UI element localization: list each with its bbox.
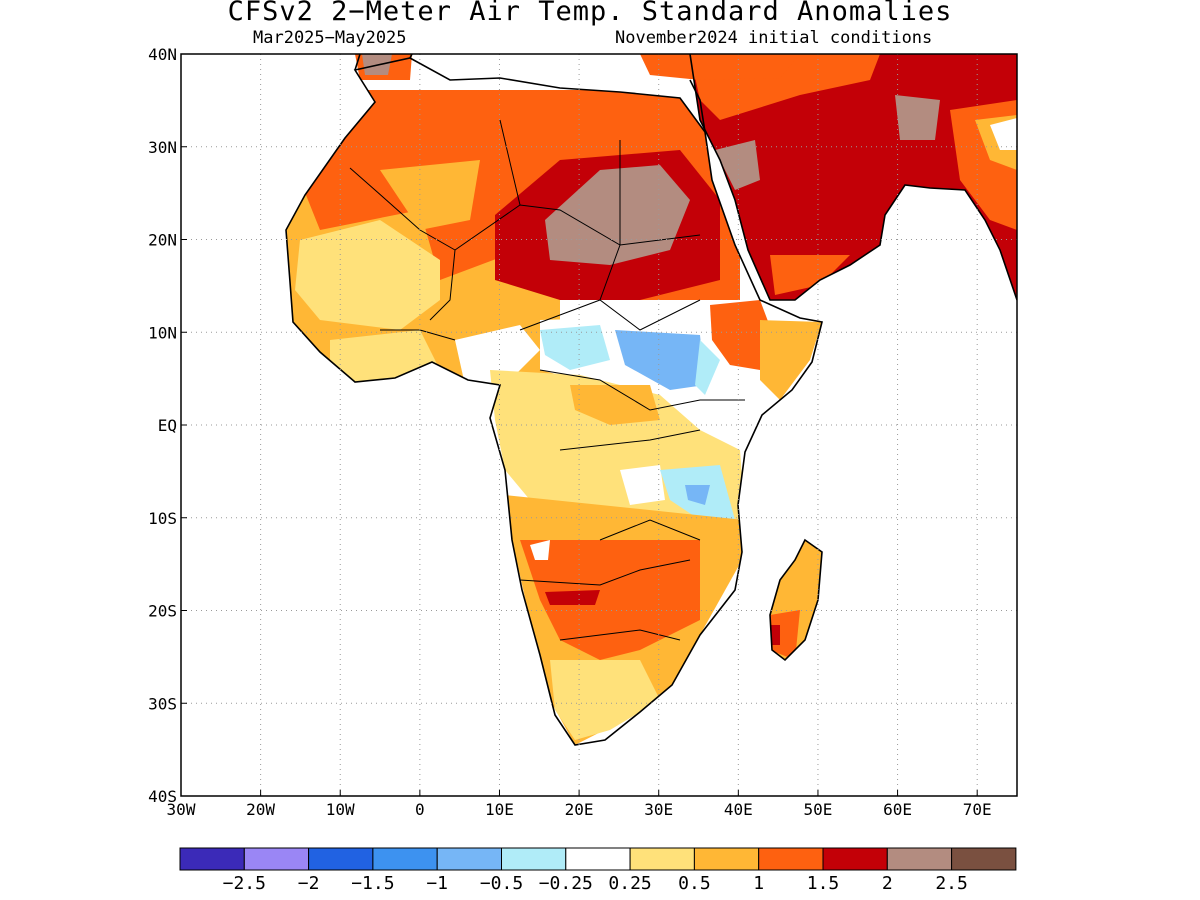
initial-conditions: November2024 initial conditions (615, 28, 933, 48)
lon-tick-label: 30W (167, 800, 196, 819)
lon-tick-label: 10W (326, 800, 355, 819)
colorbar-swatch (501, 847, 567, 871)
lon-tick-label: 0 (415, 800, 425, 819)
coastlines (285, 54, 1017, 746)
lon-tick-label: 30E (644, 800, 673, 819)
colorbar-swatch (629, 847, 695, 871)
lon-tick-label: 70E (963, 800, 992, 819)
colorbar-swatch (565, 847, 631, 871)
colorbar-label: 1 (753, 873, 764, 894)
colorbar-label: −1 (426, 873, 448, 894)
forecast-period: Mar2025−May2025 (253, 28, 407, 48)
colorbar-swatch (758, 847, 824, 871)
colorbar-swatch (243, 847, 310, 871)
lat-tick-label: 40N (148, 45, 177, 64)
country-borders (349, 119, 745, 641)
colorbar-swatch (436, 847, 503, 871)
colorbar-swatch (693, 847, 760, 871)
latitude-axis: 40N 30N 20N 10N EQ 10S 20S 30S 40S (148, 45, 187, 806)
colorbar-label: 1.5 (807, 873, 840, 894)
lat-tick-label: 30S (148, 694, 177, 713)
lon-tick-label: 60E (883, 800, 912, 819)
colorbar-label: 0.25 (608, 873, 651, 894)
lon-tick-label: 20E (565, 800, 594, 819)
lon-tick-label: 40E (724, 800, 753, 819)
graticule (181, 54, 1017, 796)
colorbar-label: 0.5 (678, 873, 711, 894)
colorbar-label: 2 (882, 873, 893, 894)
lat-tick-label: EQ (158, 416, 177, 435)
lat-tick-label: 10N (148, 323, 177, 342)
longitude-axis: 30W 20W 10W 0 10E 20E 30E 40E 50E 60E 70E (167, 790, 992, 819)
lon-tick-label: 50E (803, 800, 832, 819)
colorbar-label: −1.5 (351, 873, 394, 894)
colorbar-swatch (179, 847, 245, 871)
colorbar-swatch (372, 847, 438, 871)
colorbar-swatch (822, 847, 888, 871)
colorbar-swatch (951, 847, 1017, 871)
colorbar-label: −2 (298, 873, 320, 894)
lat-tick-label: 30N (148, 138, 177, 157)
colorbar-label: −0.5 (480, 873, 523, 894)
lat-tick-label: 20N (148, 231, 177, 250)
colorbar-swatch (308, 847, 374, 871)
colorbar-label: −0.25 (539, 873, 593, 894)
colorbar: −2.5 −2 −1.5 −1 −0.5 −0.25 0.25 0.5 1 1.5 2 2.5 (179, 847, 1017, 894)
lat-tick-label: 10S (148, 509, 177, 528)
lon-tick-label: 20W (246, 800, 275, 819)
lat-tick-label: 20S (148, 602, 177, 621)
colorbar-swatch (886, 847, 953, 871)
colorbar-label: 2.5 (935, 873, 968, 894)
lon-tick-label: 10E (485, 800, 514, 819)
east-med-anomaly (640, 54, 800, 80)
lat-tick-label: 40S (148, 787, 177, 806)
colorbar-label: −2.5 (223, 873, 266, 894)
map-title: CFSv2 2−Meter Air Temp. Standard Anomali… (227, 0, 953, 27)
